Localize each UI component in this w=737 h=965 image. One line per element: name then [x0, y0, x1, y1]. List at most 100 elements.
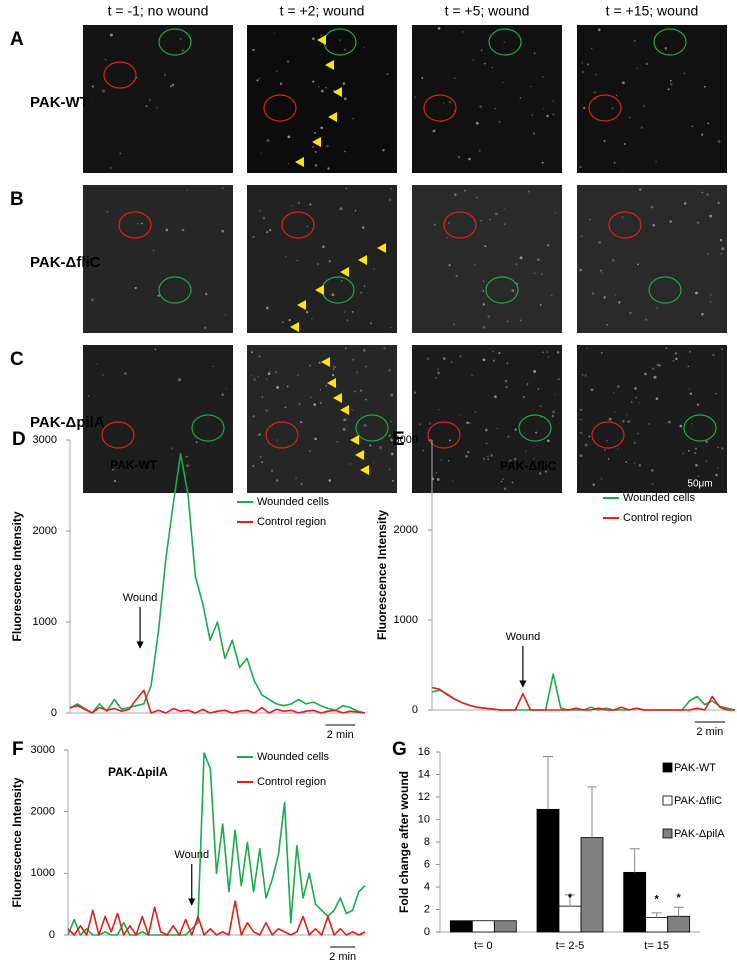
cell-speck [322, 245, 325, 249]
cell-speck [529, 85, 532, 88]
cell-speck [667, 88, 670, 91]
cell-speck [633, 39, 636, 42]
y-axis-label: Fluorescence Intensity [10, 777, 24, 907]
cell-speck [453, 77, 456, 79]
cell-speck [325, 144, 329, 148]
cell-speck [524, 450, 527, 453]
cell-speck [418, 423, 422, 426]
legend-swatch [662, 828, 673, 839]
cell-speck [490, 454, 493, 457]
cell-speck [390, 452, 394, 456]
cell-speck [355, 371, 359, 374]
cell-speck [695, 463, 698, 467]
cell-speck [541, 161, 544, 164]
cell-speck [636, 67, 638, 69]
cell-speck [300, 483, 303, 485]
y-tick-label: 16 [418, 746, 430, 758]
micrograph [83, 345, 233, 493]
cell-speck [546, 243, 550, 247]
cell-speck [369, 444, 372, 447]
cell-speck [258, 77, 261, 80]
cell-speck [111, 468, 114, 471]
micrograph [412, 185, 562, 333]
wound-arrowhead [328, 112, 337, 122]
cell-speck [552, 113, 555, 116]
cell-speck [511, 289, 515, 292]
cell-speck [688, 388, 691, 390]
y-axis-label: Fold change after wound [397, 771, 411, 913]
cell-speck [579, 454, 583, 458]
cell-speck [414, 96, 417, 99]
cell-speck [314, 150, 317, 153]
cell-speck [668, 420, 671, 424]
cell-speck [276, 386, 279, 389]
cell-speck [513, 457, 517, 461]
wound-arrowhead [290, 322, 299, 332]
cell-speck [221, 393, 224, 397]
cell-speck [503, 223, 506, 226]
wound-arrowhead [327, 378, 336, 388]
cell-speck [390, 393, 394, 397]
cell-speck [164, 74, 166, 76]
wounded-region-circle [485, 276, 519, 304]
cell-speck [288, 318, 291, 322]
cell-speck [636, 432, 639, 435]
cell-speck [225, 387, 227, 390]
control-region-circle [423, 94, 457, 122]
cell-speck [467, 451, 470, 454]
cell-speck [340, 280, 343, 282]
cell-speck [598, 241, 601, 244]
bar [449, 920, 473, 933]
cell-speck [314, 163, 318, 167]
cell-speck [266, 139, 270, 143]
cell-speck [613, 161, 616, 164]
cell-speck [538, 472, 542, 475]
cell-speck [633, 462, 636, 464]
cell-speck [645, 62, 649, 65]
cell-speck [652, 223, 656, 227]
cell-speck [373, 461, 375, 464]
cell-speck [613, 411, 616, 414]
cell-speck [651, 367, 655, 371]
error-bar [651, 912, 662, 918]
wound-arrowhead [358, 255, 367, 265]
column-header: t = +5; wound [445, 3, 530, 19]
cell-speck [608, 417, 612, 421]
cell-speck [551, 410, 555, 414]
cell-speck [511, 481, 514, 484]
cell-speck [286, 385, 289, 388]
cell-speck [388, 198, 392, 202]
cell-speck [537, 258, 540, 262]
y-tick-label: 1000 [33, 616, 57, 628]
error-bar [587, 786, 597, 838]
cell-speck [600, 269, 603, 272]
cell-speck [656, 363, 660, 367]
cell-speck [314, 437, 317, 441]
cell-speck [504, 379, 508, 383]
cell-speck [363, 451, 366, 454]
wound-arrowhead [297, 300, 306, 310]
y-tick-label: 14 [418, 768, 430, 780]
cell-speck [297, 374, 299, 376]
cell-speck [665, 347, 668, 349]
cell-speck [320, 126, 323, 130]
cell-speck [715, 473, 718, 477]
cell-speck [494, 107, 496, 110]
cell-speck [195, 441, 198, 444]
chart-title: PAK-ΔfliC [500, 459, 557, 473]
cell-speck [309, 203, 312, 206]
cell-speck [379, 446, 382, 449]
cell-speck [257, 375, 259, 378]
cell-speck [505, 386, 508, 389]
wound-arrowhead [295, 157, 304, 167]
cell-speck [342, 82, 346, 85]
cell-speck [482, 358, 486, 362]
cell-speck [141, 222, 143, 225]
y-tick-label: 12 [418, 791, 430, 803]
cell-speck [648, 423, 650, 425]
cell-speck [338, 39, 341, 42]
cell-speck [320, 89, 324, 93]
cell-speck [587, 63, 590, 66]
cell-speck [339, 207, 343, 211]
cell-speck [527, 190, 531, 193]
